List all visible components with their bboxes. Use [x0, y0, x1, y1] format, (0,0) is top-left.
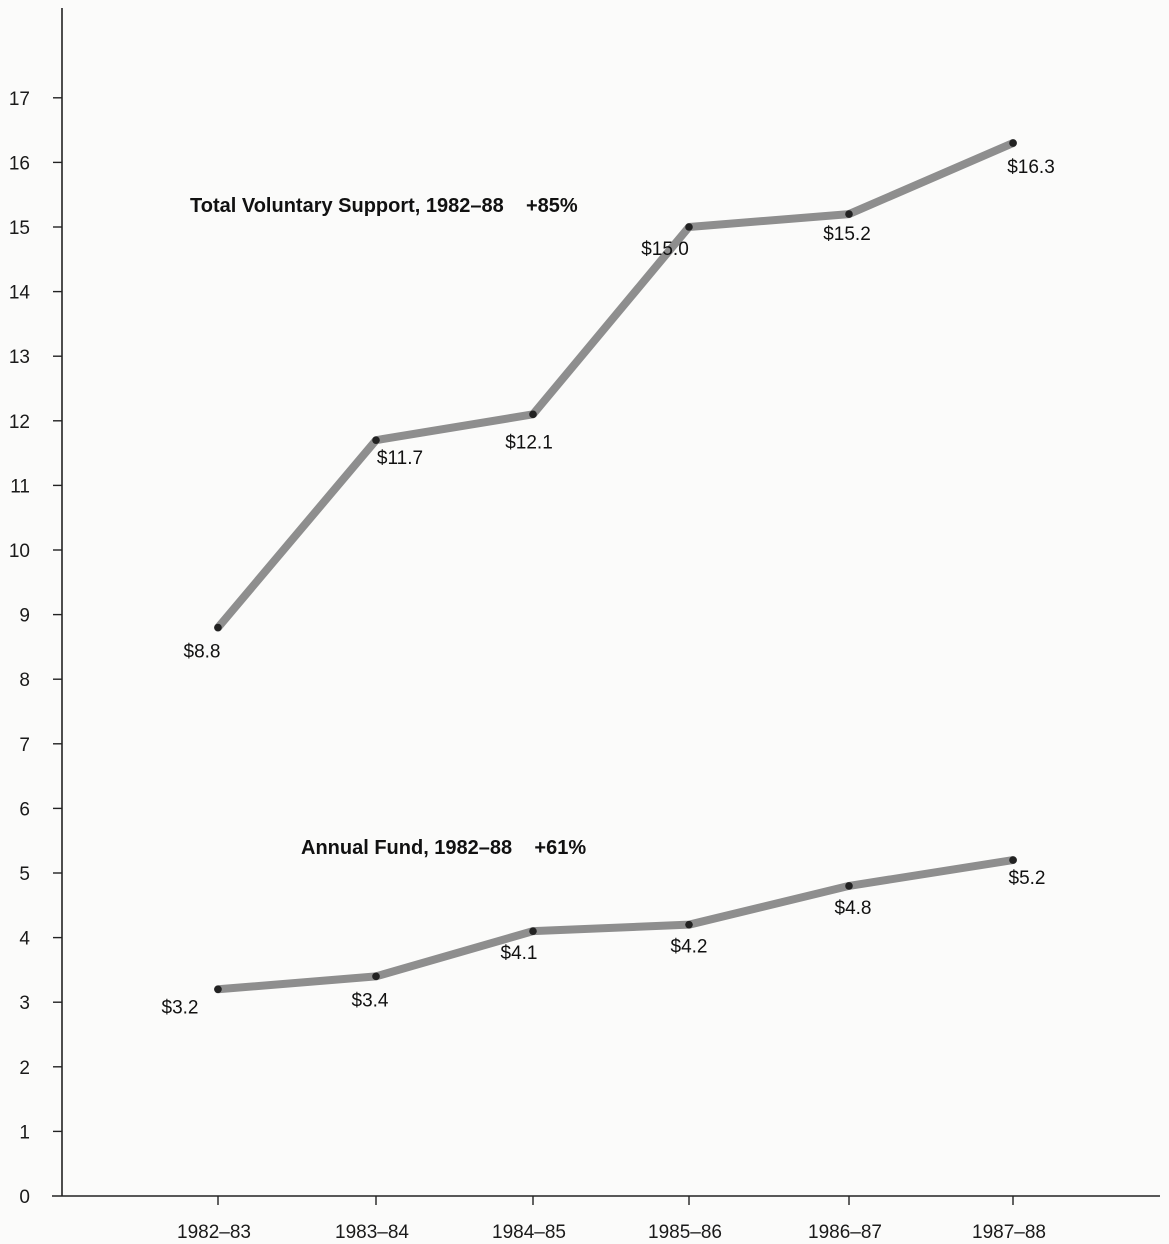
data-label: $5.2 — [1009, 868, 1046, 889]
y-tick-label: 4 — [19, 929, 30, 950]
data-point — [529, 927, 537, 935]
x-tick-label: 1985–86 — [648, 1222, 722, 1243]
series-line — [214, 856, 1017, 994]
data-markers — [214, 139, 1017, 994]
data-label: $16.3 — [1007, 157, 1055, 178]
data-point — [372, 972, 380, 981]
y-tick-label: 10 — [9, 541, 30, 562]
data-point — [1009, 139, 1017, 147]
data-labels: $8.8 $11.7 $12.1 $15.0 $15.2 $16.3 $3.2 $3.4 $4.… — [162, 157, 1055, 1018]
data-label: $4.1 — [501, 943, 538, 964]
y-tick-label: 2 — [19, 1058, 30, 1079]
y-tick-label: 9 — [19, 606, 30, 627]
data-label: $15.0 — [641, 239, 689, 260]
series-title: Annual Fund, 1982–88 +61% — [301, 837, 586, 859]
data-label: $8.8 — [184, 642, 221, 663]
data-label: $3.2 — [162, 997, 199, 1018]
data-point — [685, 920, 693, 929]
x-tick-label: 1986–87 — [808, 1222, 882, 1243]
data-label: $15.2 — [823, 224, 871, 245]
y-tick-label: 14 — [9, 283, 31, 304]
data-point — [845, 210, 853, 218]
y-tick-label: 8 — [19, 670, 30, 691]
y-tick-label: 0 — [19, 1187, 30, 1208]
series-lines — [214, 139, 1017, 994]
y-tick-label: 17 — [9, 89, 30, 110]
data-point — [1009, 856, 1017, 864]
x-tick-label: 1983–84 — [335, 1222, 409, 1243]
data-label: $4.2 — [671, 937, 708, 958]
y-tick-label: 16 — [9, 153, 30, 174]
data-label: $4.8 — [835, 898, 872, 919]
data-label: $3.4 — [352, 990, 389, 1011]
data-label: $12.1 — [505, 432, 553, 453]
y-tick-label: 5 — [19, 864, 30, 885]
y-tick-label: 3 — [19, 993, 30, 1014]
data-point — [372, 436, 380, 444]
data-point — [685, 223, 693, 231]
y-tick-label: 13 — [9, 347, 30, 368]
data-point — [529, 410, 537, 419]
x-tick-label: 1987–88 — [972, 1222, 1046, 1243]
y-tick-label: 6 — [19, 799, 30, 820]
y-tick-label: 1 — [19, 1122, 30, 1143]
series-titles: Total Voluntary Support, 1982–88 +85% Ann… — [190, 195, 586, 859]
y-tick-label: 7 — [19, 735, 30, 756]
y-tick-label: 12 — [9, 412, 30, 433]
series-line — [214, 139, 1017, 632]
y-tick-label: 15 — [9, 218, 30, 239]
y-tick-label: 11 — [10, 476, 30, 497]
data-label: $11.7 — [377, 448, 423, 469]
x-tick-label: 1984–85 — [492, 1222, 566, 1243]
data-point — [845, 882, 853, 890]
series-title: Total Voluntary Support, 1982–88 +85% — [190, 195, 578, 217]
data-point — [214, 985, 222, 994]
data-point — [214, 623, 222, 632]
x-tick-label: 1982–83 — [177, 1222, 251, 1243]
